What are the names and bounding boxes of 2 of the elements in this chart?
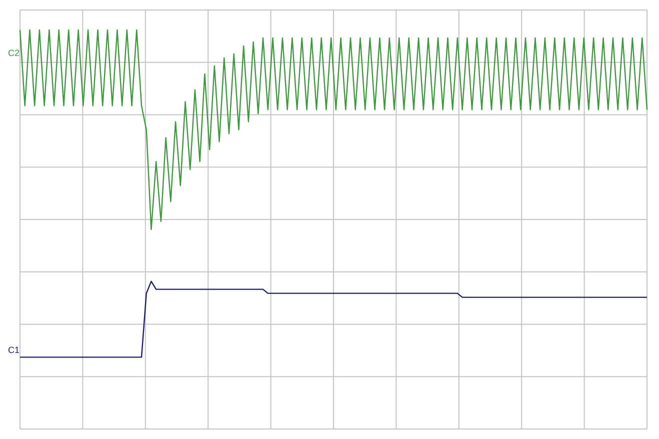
series-label: C2 [8, 48, 20, 58]
series-label: C1 [8, 345, 20, 356]
